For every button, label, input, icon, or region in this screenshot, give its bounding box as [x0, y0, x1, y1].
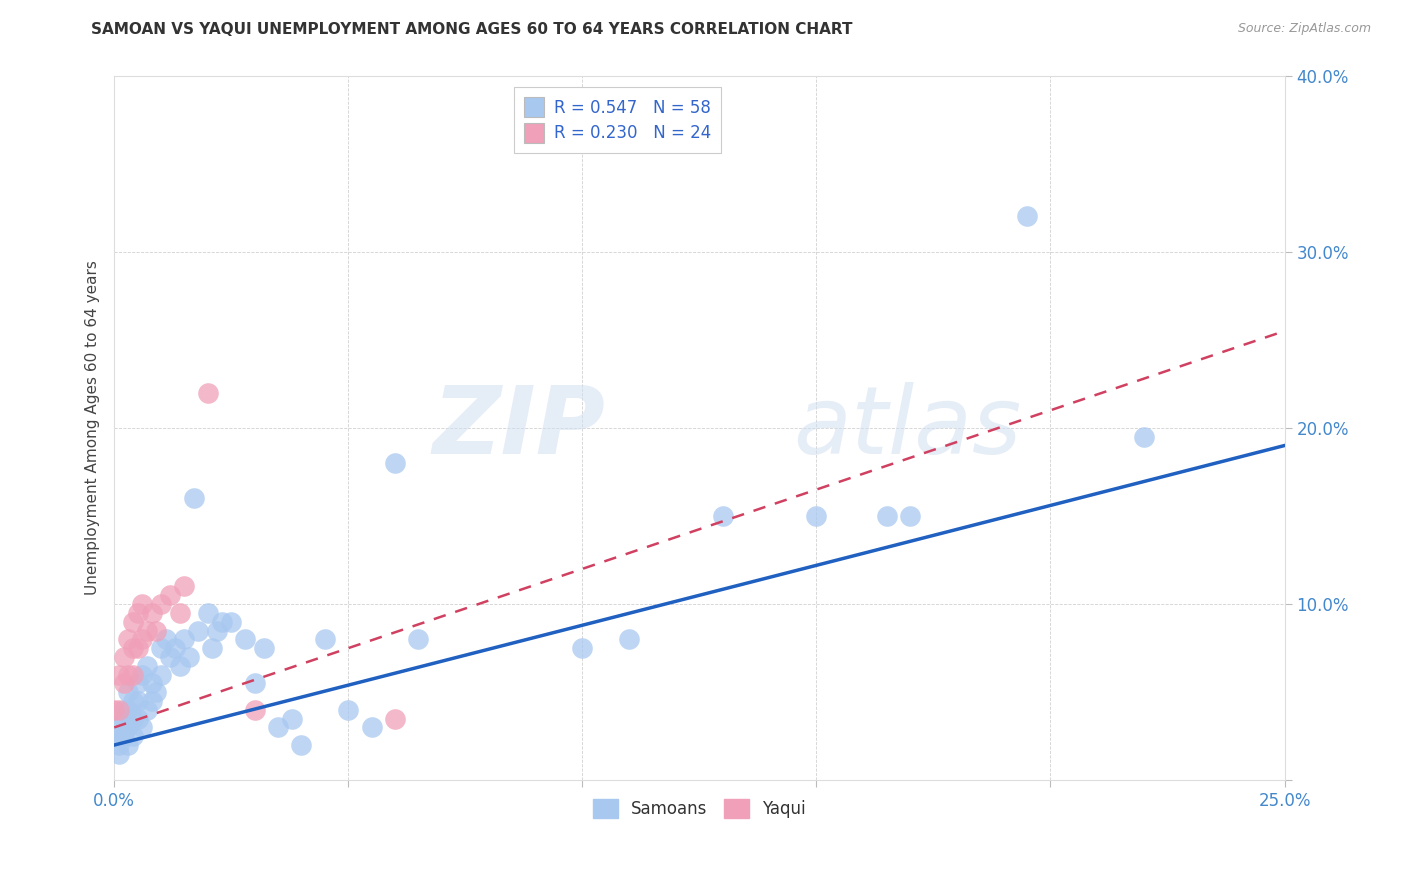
Point	[117, 667, 139, 681]
Point	[127, 694, 149, 708]
Point	[267, 721, 290, 735]
Point	[281, 712, 304, 726]
Point	[197, 385, 219, 400]
Point	[117, 738, 139, 752]
Text: SAMOAN VS YAQUI UNEMPLOYMENT AMONG AGES 60 TO 64 YEARS CORRELATION CHART: SAMOAN VS YAQUI UNEMPLOYMENT AMONG AGES …	[91, 22, 853, 37]
Point	[337, 703, 360, 717]
Point	[384, 456, 406, 470]
Point	[1015, 210, 1038, 224]
Point	[122, 712, 145, 726]
Point	[122, 667, 145, 681]
Point	[127, 712, 149, 726]
Point	[177, 650, 200, 665]
Point	[233, 632, 256, 647]
Point	[122, 641, 145, 656]
Point	[163, 641, 186, 656]
Point	[122, 694, 145, 708]
Point	[253, 641, 276, 656]
Point	[205, 624, 228, 638]
Point	[145, 685, 167, 699]
Point	[131, 721, 153, 735]
Point	[112, 650, 135, 665]
Point	[243, 703, 266, 717]
Point	[408, 632, 430, 647]
Text: ZIP: ZIP	[433, 382, 606, 474]
Point	[122, 729, 145, 743]
Point	[136, 624, 159, 638]
Point	[112, 729, 135, 743]
Legend: Samoans, Yaqui: Samoans, Yaqui	[586, 792, 813, 825]
Point	[108, 747, 131, 761]
Point	[173, 632, 195, 647]
Point	[201, 641, 224, 656]
Point	[617, 632, 640, 647]
Point	[150, 641, 173, 656]
Point	[243, 676, 266, 690]
Point	[155, 632, 177, 647]
Point	[898, 508, 921, 523]
Point	[117, 721, 139, 735]
Point	[103, 703, 125, 717]
Point	[122, 615, 145, 629]
Point	[159, 588, 181, 602]
Text: Source: ZipAtlas.com: Source: ZipAtlas.com	[1237, 22, 1371, 36]
Point	[117, 685, 139, 699]
Point	[876, 508, 898, 523]
Point	[127, 606, 149, 620]
Point	[141, 694, 163, 708]
Point	[711, 508, 734, 523]
Point	[145, 624, 167, 638]
Point	[103, 729, 125, 743]
Point	[141, 606, 163, 620]
Point	[131, 597, 153, 611]
Point	[173, 579, 195, 593]
Point	[141, 676, 163, 690]
Point	[314, 632, 336, 647]
Point	[219, 615, 242, 629]
Point	[112, 712, 135, 726]
Point	[136, 658, 159, 673]
Text: atlas: atlas	[793, 383, 1021, 474]
Point	[187, 624, 209, 638]
Point	[290, 738, 312, 752]
Point	[112, 676, 135, 690]
Point	[806, 508, 828, 523]
Point	[169, 658, 191, 673]
Point	[150, 597, 173, 611]
Point	[108, 721, 131, 735]
Point	[117, 703, 139, 717]
Point	[127, 641, 149, 656]
Point	[127, 676, 149, 690]
Point	[1133, 430, 1156, 444]
Point	[108, 667, 131, 681]
Point	[108, 738, 131, 752]
Point	[360, 721, 382, 735]
Point	[183, 491, 205, 506]
Point	[136, 703, 159, 717]
Point	[384, 712, 406, 726]
Point	[211, 615, 233, 629]
Point	[169, 606, 191, 620]
Point	[197, 606, 219, 620]
Point	[159, 650, 181, 665]
Point	[131, 667, 153, 681]
Point	[571, 641, 593, 656]
Y-axis label: Unemployment Among Ages 60 to 64 years: Unemployment Among Ages 60 to 64 years	[86, 260, 100, 595]
Point	[112, 703, 135, 717]
Point	[117, 632, 139, 647]
Point	[131, 632, 153, 647]
Point	[150, 667, 173, 681]
Point	[108, 703, 131, 717]
